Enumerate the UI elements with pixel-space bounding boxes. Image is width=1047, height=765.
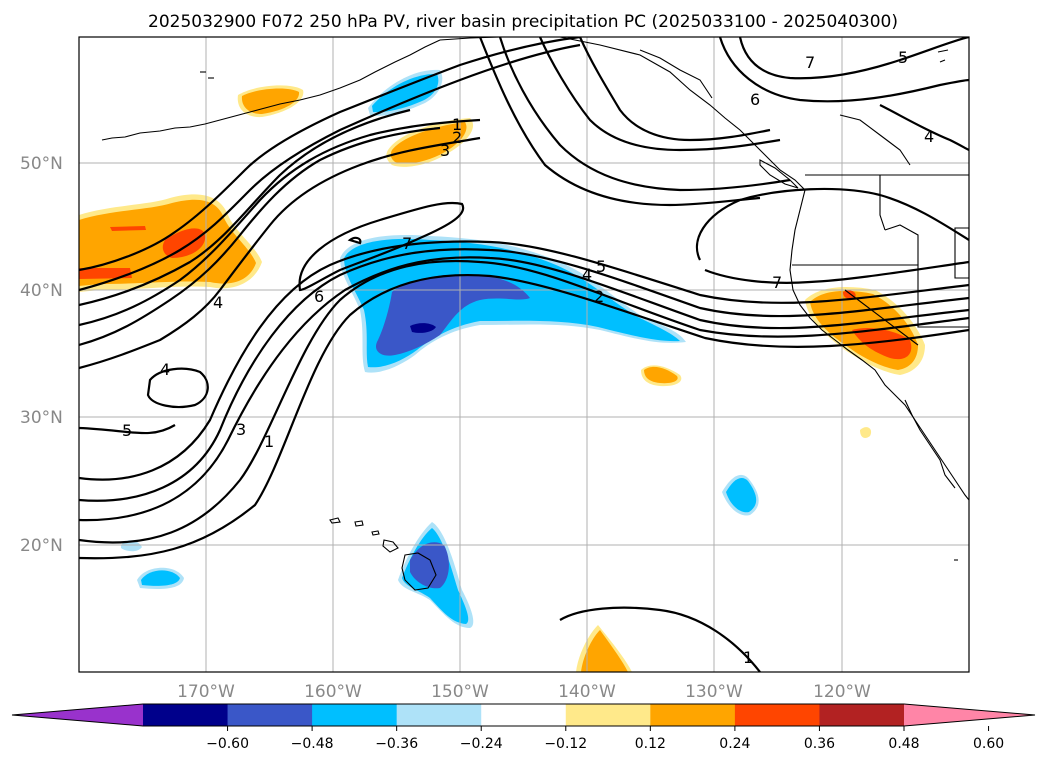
colorbar-tick-label: −0.48 bbox=[291, 736, 334, 752]
lat-label-30n: 30°N bbox=[20, 408, 63, 428]
contour-label-5c: 5 bbox=[898, 48, 908, 67]
colorbar: −0.60 −0.48 −0.36 −0.24 −0.12 0.12 0.24 0.36 0.4… bbox=[11, 703, 1036, 752]
colorbar-segment bbox=[396, 704, 482, 726]
colorbar-segment bbox=[565, 704, 651, 726]
lat-label-20n: 20°N bbox=[20, 536, 63, 556]
lon-label-130w: 130°W bbox=[685, 682, 743, 702]
colorbar-tick-label: 0.48 bbox=[888, 736, 919, 752]
colorbar-tick-label: 0.24 bbox=[719, 736, 750, 752]
contour-labels: 1 2 3 7 6 4 4 5 3 1 4 5 2 7 7 6 5 4 1 bbox=[122, 48, 934, 667]
colorbar-extend-low bbox=[12, 704, 143, 726]
contour-label-4b: 4 bbox=[160, 360, 170, 379]
contour-label-5: 5 bbox=[122, 421, 132, 440]
colorbar-tick-label: 0.60 bbox=[973, 736, 1004, 752]
colorbar-segment bbox=[227, 704, 313, 726]
map-frame bbox=[78, 36, 970, 673]
colorbar-tick-label: −0.24 bbox=[460, 736, 503, 752]
contour-label-4: 4 bbox=[213, 293, 223, 312]
contour-label-3b: 3 bbox=[236, 420, 246, 439]
contour-label-7c: 7 bbox=[805, 53, 815, 72]
colorbar-segment bbox=[143, 704, 229, 726]
contour-label-3: 3 bbox=[440, 141, 450, 160]
contour-label-6b: 6 bbox=[750, 90, 760, 109]
contour-label-5b: 5 bbox=[596, 257, 606, 276]
colorbar-segment bbox=[819, 704, 905, 726]
colorbar-tick-label: −0.12 bbox=[544, 736, 587, 752]
contour-label-6: 6 bbox=[314, 287, 324, 306]
lon-label-170w: 170°W bbox=[177, 682, 235, 702]
latitude-labels: 50°N 40°N 30°N 20°N bbox=[20, 154, 63, 556]
lat-label-50n: 50°N bbox=[20, 154, 63, 174]
lon-label-120w: 120°W bbox=[813, 682, 871, 702]
lon-label-160w: 160°W bbox=[304, 682, 362, 702]
contour-label-1b: 1 bbox=[264, 432, 274, 451]
lon-label-140w: 140°W bbox=[558, 682, 616, 702]
shaded-field bbox=[79, 69, 925, 672]
colorbar-outline bbox=[11, 703, 1036, 727]
contour-label-1: 1 bbox=[452, 115, 462, 134]
pv-contours bbox=[79, 37, 969, 672]
graticule bbox=[79, 37, 969, 672]
contour-label-7: 7 bbox=[402, 234, 412, 253]
contour-label-4d: 4 bbox=[924, 127, 934, 146]
colorbar-segment bbox=[734, 704, 820, 726]
longitude-labels: 170°W 160°W 150°W 140°W 130°W 120°W bbox=[177, 682, 871, 702]
colorbar-tick-label: 0.36 bbox=[804, 736, 835, 752]
contour-label-4c: 4 bbox=[582, 265, 592, 284]
lat-label-40n: 40°N bbox=[20, 281, 63, 301]
colorbar-extend-high bbox=[904, 704, 1035, 726]
colorbar-tick-label: −0.36 bbox=[375, 736, 418, 752]
colorbar-tick-label: 0.12 bbox=[635, 736, 666, 752]
contour-label-2: 2 bbox=[452, 128, 462, 147]
colorbar-tick-label: −0.60 bbox=[206, 736, 249, 752]
figure-title: 2025032900 F072 250 hPa PV, river basin … bbox=[148, 12, 898, 32]
contour-label-2b: 2 bbox=[594, 287, 604, 306]
map-area: 1 2 3 7 6 4 4 5 3 1 4 5 2 7 7 6 5 4 1 bbox=[79, 37, 969, 672]
colorbar-ticks: −0.60 −0.48 −0.36 −0.24 −0.12 0.12 0.24 0.36 0.4… bbox=[206, 726, 1004, 752]
coastlines bbox=[101, 37, 969, 591]
colorbar-segment bbox=[312, 704, 398, 726]
contour-label-1c: 1 bbox=[743, 648, 753, 667]
colorbar-segment bbox=[650, 704, 736, 726]
lon-label-150w: 150°W bbox=[431, 682, 489, 702]
colorbar-segments bbox=[11, 703, 1036, 727]
colorbar-segment bbox=[481, 704, 567, 726]
contour-label-7b: 7 bbox=[772, 273, 782, 292]
